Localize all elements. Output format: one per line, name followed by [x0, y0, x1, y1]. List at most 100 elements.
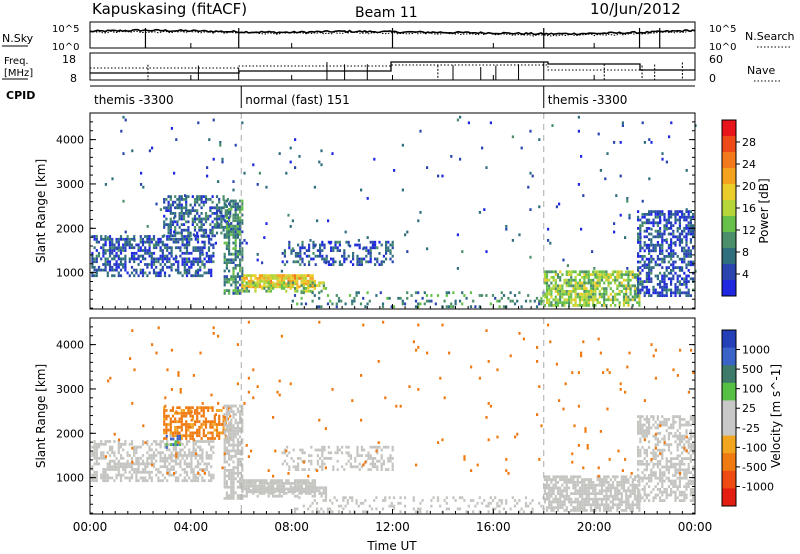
power-cell	[689, 277, 692, 281]
velocity-cell	[102, 456, 105, 460]
power-cell	[152, 235, 156, 238]
power-cell	[236, 272, 239, 276]
power-cell	[529, 129, 532, 133]
velocity-cell	[578, 509, 582, 512]
power-cell	[141, 249, 145, 252]
power-cell	[272, 274, 275, 277]
velocity-cell	[665, 420, 668, 424]
velocity-cell	[278, 494, 281, 498]
power-cell	[170, 251, 173, 255]
power-cell	[692, 232, 695, 236]
velocity-cell	[589, 506, 593, 509]
velocity-cell	[600, 489, 604, 493]
power-cell	[137, 263, 140, 266]
velocity-cell	[652, 418, 655, 421]
power-cell	[159, 257, 162, 261]
power-cell	[152, 263, 156, 266]
velocity-cell	[576, 489, 579, 493]
power-cell	[321, 240, 324, 244]
velocity-cell	[622, 509, 626, 512]
power-cell	[674, 210, 677, 213]
velocity-cell	[303, 451, 306, 455]
power-colorbar-tick-label: 16	[742, 202, 756, 215]
power-cell	[643, 213, 646, 216]
velocity-cell	[169, 420, 172, 424]
power-cell	[505, 227, 508, 231]
power-cell	[208, 138, 211, 141]
power-cell	[232, 261, 235, 264]
velocity-cell	[645, 460, 648, 463]
power-cell	[106, 257, 109, 261]
power-cell	[570, 295, 573, 299]
power-cell	[583, 276, 586, 279]
velocity-cell	[269, 484, 272, 488]
power-cell	[232, 219, 235, 222]
velocity-cell	[643, 468, 646, 472]
power-cell	[578, 292, 582, 296]
power-cell	[391, 246, 394, 250]
power-cell	[605, 304, 608, 307]
velocity-cell	[148, 476, 151, 480]
velocity-cell	[616, 481, 619, 484]
power-cell	[365, 254, 368, 258]
velocity-cell	[93, 473, 96, 477]
velocity-cell	[638, 506, 641, 509]
power-colorbar-swatch	[722, 264, 736, 281]
power-cell	[570, 276, 573, 279]
power-cell	[148, 249, 151, 252]
power-cell	[200, 200, 203, 204]
power-cell	[185, 200, 188, 204]
velocity-cell	[548, 486, 551, 490]
velocity-cell	[222, 406, 225, 410]
velocity-cell	[672, 462, 675, 466]
power-cell	[643, 249, 646, 253]
power-cell	[265, 289, 268, 293]
power-cell	[320, 163, 323, 167]
velocity-cell	[538, 501, 541, 505]
velocity-cell	[236, 424, 239, 427]
power-cell	[302, 279, 305, 283]
velocity-cell	[232, 485, 235, 489]
beam-title: Beam 11	[355, 5, 418, 21]
velocity-cell	[245, 489, 248, 492]
velocity-cell	[335, 499, 338, 502]
power-cell	[609, 304, 612, 307]
velocity-cell	[207, 454, 211, 457]
velocity-cell	[267, 486, 270, 490]
power-cell	[194, 274, 197, 278]
velocity-cell	[667, 460, 670, 463]
power-cell	[430, 294, 433, 297]
power-cell	[672, 255, 675, 258]
velocity-cell	[322, 492, 325, 495]
power-cell	[119, 268, 123, 272]
power-cell	[587, 290, 590, 293]
velocity-cell	[561, 478, 564, 481]
power-cell	[674, 215, 677, 219]
power-cell	[167, 228, 170, 232]
velocity-cell	[545, 481, 549, 484]
power-cell	[603, 290, 606, 293]
y-tick-label: 1000	[56, 267, 84, 280]
power-cell	[144, 249, 147, 252]
power-cell	[287, 281, 290, 285]
power-cell	[178, 231, 181, 235]
velocity-cell	[303, 468, 306, 471]
power-cell	[95, 271, 98, 275]
velocity-cell	[137, 479, 140, 483]
power-cell	[241, 241, 244, 245]
velocity-cell	[592, 497, 595, 501]
velocity-cell	[95, 462, 98, 466]
velocity-cell	[167, 423, 170, 426]
velocity-cell	[559, 503, 562, 507]
power-cell	[170, 268, 173, 272]
power-cell	[146, 263, 149, 266]
power-cell	[144, 246, 147, 250]
power-cell	[622, 304, 626, 307]
velocity-cell	[648, 493, 651, 497]
power-cell	[234, 264, 237, 267]
velocity-cell	[637, 496, 640, 500]
power-cell	[529, 255, 532, 259]
velocity-cell	[656, 482, 659, 486]
power-colorbar-label: Power [dB]	[757, 178, 771, 243]
power-cell	[178, 212, 181, 215]
